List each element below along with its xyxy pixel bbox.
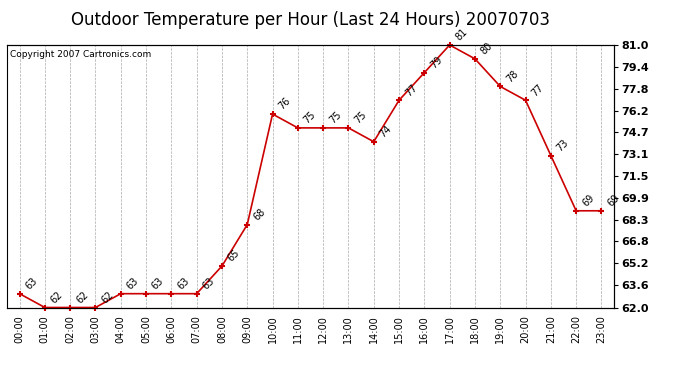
Text: 75: 75 — [327, 110, 343, 126]
Text: Copyright 2007 Cartronics.com: Copyright 2007 Cartronics.com — [10, 50, 151, 59]
Text: 69: 69 — [580, 193, 596, 208]
Text: 63: 63 — [175, 276, 191, 291]
Text: 69: 69 — [606, 193, 622, 208]
Text: 80: 80 — [479, 41, 495, 57]
Text: 62: 62 — [75, 290, 90, 305]
Text: 63: 63 — [125, 276, 141, 291]
Text: 74: 74 — [378, 124, 394, 140]
Text: 79: 79 — [428, 55, 444, 70]
Text: Outdoor Temperature per Hour (Last 24 Hours) 20070703: Outdoor Temperature per Hour (Last 24 Ho… — [71, 11, 550, 29]
Text: 63: 63 — [23, 276, 39, 291]
Text: 63: 63 — [150, 276, 166, 291]
Text: 68: 68 — [251, 207, 267, 222]
Text: 63: 63 — [201, 276, 217, 291]
Text: 81: 81 — [454, 27, 470, 43]
Text: 77: 77 — [403, 82, 419, 98]
Text: 73: 73 — [555, 138, 571, 153]
Text: 75: 75 — [353, 110, 368, 126]
Text: 62: 62 — [99, 290, 115, 305]
Text: 76: 76 — [277, 96, 293, 112]
Text: 78: 78 — [504, 69, 520, 84]
Text: 75: 75 — [302, 110, 318, 126]
Text: 62: 62 — [49, 290, 65, 305]
Text: 77: 77 — [530, 82, 546, 98]
Text: 65: 65 — [226, 248, 242, 264]
